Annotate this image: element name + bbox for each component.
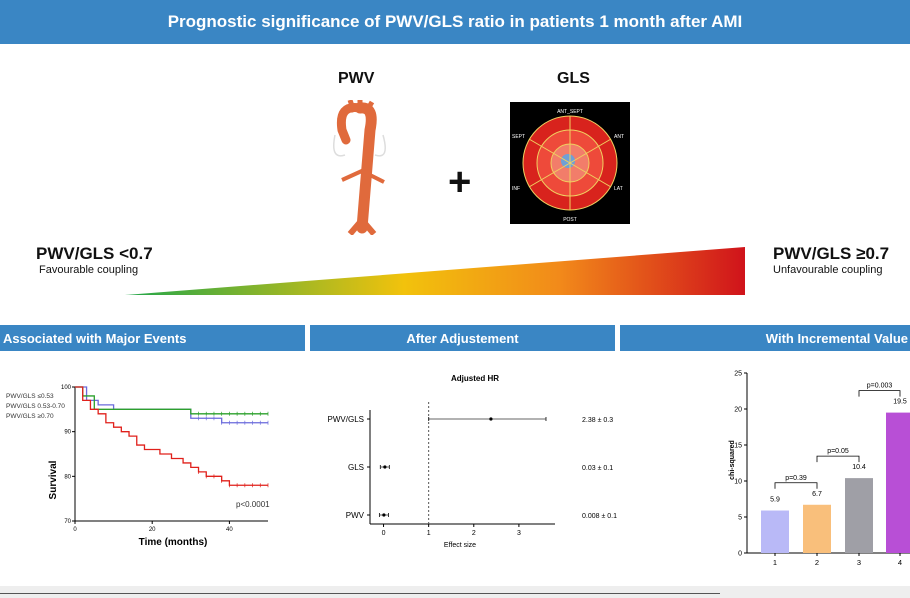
chi-squared-bar-chart: chi-squared 0 5 10 15 20 25 5.9 1 6.7 2 10.4 3 19.5 4… xyxy=(729,371,910,567)
section-bar-adjustment: After Adjustement xyxy=(310,325,615,351)
gls-bullseye-plot: ANT_SEPT ANT LAT POST INF SEPT xyxy=(510,102,630,224)
forest-value-label: 2.38 ± 0.3 xyxy=(582,417,613,424)
forest-x-tick-label: 1 xyxy=(427,530,431,537)
km-y-tick-label: 90 xyxy=(64,430,71,436)
km-y-tick-label: 70 xyxy=(64,519,71,525)
km-x-axis-label: Time (months) xyxy=(139,537,208,548)
bar-comparison-pvalue: p=0.05 xyxy=(827,448,849,455)
bar-y-axis-label: chi-squared xyxy=(729,440,736,480)
footer-divider xyxy=(0,593,720,594)
pwv-label: PWV xyxy=(338,70,375,87)
forest-x-axis-label: Effect size xyxy=(444,542,476,549)
coupling-gradient-wedge xyxy=(125,247,745,295)
forest-point-estimate xyxy=(489,417,493,421)
forest-x-tick-label: 2 xyxy=(472,530,476,537)
km-legend-item: PWV/GLS ≥0.70 xyxy=(6,413,54,420)
bullseye-label-ant: ANT xyxy=(614,134,624,140)
km-y-tick-label: 80 xyxy=(64,474,71,480)
unfavourable-ratio-subtitle: Unfavourable coupling xyxy=(773,264,883,276)
bar xyxy=(761,510,789,553)
bar-comparison-pvalue: p=0.39 xyxy=(785,475,807,482)
forest-row-label: PWV/GLS xyxy=(328,415,364,424)
bullseye-label-inf: INF xyxy=(512,186,520,192)
bar-y-tick-label: 0 xyxy=(738,551,742,558)
km-survival-chart: PWV/GLS ≤0.53 PWV/GLS 0.53-0.70 PWV/GLS … xyxy=(6,385,270,548)
bar-value-label: 6.7 xyxy=(812,491,822,498)
km-y-tick-label: 100 xyxy=(61,385,72,391)
bullseye-label-sept: SEPT xyxy=(512,134,525,140)
km-x-tick-label: 0 xyxy=(73,527,77,533)
forest-point-estimate xyxy=(382,513,386,517)
bar-comparison-bracket xyxy=(816,455,860,463)
unfavourable-ratio-block: PWV/GLS ≥0.7 Unfavourable coupling xyxy=(773,244,889,276)
bar-category-label: 2 xyxy=(815,558,819,567)
forest-x-tick-label: 3 xyxy=(517,530,521,537)
plus-sign: + xyxy=(448,160,472,204)
bar-y-tick-label: 10 xyxy=(734,479,742,486)
forest-x-tick-label: 0 xyxy=(382,530,386,537)
km-x-tick-label: 20 xyxy=(149,527,156,533)
km-p-value: p<0.0001 xyxy=(236,500,270,509)
bar-y-tick-label: 5 xyxy=(738,515,742,522)
bar-category-label: 4 xyxy=(898,558,902,567)
unfavourable-ratio-title: PWV/GLS ≥0.7 xyxy=(773,244,890,263)
bar-comparison-bracket xyxy=(858,390,901,397)
forest-title: Adjusted HR xyxy=(451,374,499,383)
forest-plot: Adjusted HR Effect size 0 1 2 3 PWV/GLS 2.38 … xyxy=(328,374,618,549)
title-banner: Prognostic significance of PWV/GLS ratio… xyxy=(0,0,910,44)
forest-row-label: GLS xyxy=(348,463,364,472)
bar-y-tick-label: 15 xyxy=(734,443,742,450)
section-label-major-events: Associated with Major Events xyxy=(3,330,187,346)
bar xyxy=(886,412,910,553)
bar xyxy=(803,504,831,553)
bar-value-label: 5.9 xyxy=(770,497,780,504)
bar-value-label: 10.4 xyxy=(852,464,866,471)
bar-comparison-pvalue: p=0.003 xyxy=(867,383,893,390)
page-title: Prognostic significance of PWV/GLS ratio… xyxy=(167,12,743,31)
section-bar-incremental: With Incremental Value xyxy=(620,325,910,351)
km-survival-curve xyxy=(75,386,268,424)
km-survival-curve xyxy=(75,386,268,486)
forest-value-label: 0.008 ± 0.1 xyxy=(582,513,617,520)
bar-y-tick-label: 20 xyxy=(734,407,742,414)
bar-value-label: 19.5 xyxy=(893,399,907,406)
km-y-axis-label: Survival xyxy=(48,460,59,499)
forest-value-label: 0.03 ± 0.1 xyxy=(582,465,613,472)
bar-category-label: 1 xyxy=(773,558,777,567)
favourable-ratio-subtitle: Favourable coupling xyxy=(39,264,139,276)
footer-band xyxy=(0,586,910,598)
forest-point-estimate xyxy=(383,465,387,469)
favourable-ratio-block: PWV/GLS <0.7 Favourable coupling xyxy=(36,244,153,276)
bullseye-label-lat: LAT xyxy=(614,186,623,192)
section-label-adjustment: After Adjustement xyxy=(406,330,519,346)
km-survival-curve xyxy=(75,386,268,415)
km-legend-item: PWV/GLS 0.53-0.70 xyxy=(6,403,65,410)
bar xyxy=(845,478,873,553)
bullseye-label-ant-sept: ANT_SEPT xyxy=(557,109,583,115)
aorta-illustration xyxy=(333,100,386,235)
favourable-ratio-title: PWV/GLS <0.7 xyxy=(36,244,153,263)
km-legend-item: PWV/GLS ≤0.53 xyxy=(6,393,54,400)
section-bar-major-events: Associated with Major Events xyxy=(0,325,305,351)
forest-row-label: PWV xyxy=(346,511,365,520)
section-label-incremental: With Incremental Value xyxy=(765,330,908,346)
bar-comparison-bracket xyxy=(774,482,818,489)
bullseye-label-post: POST xyxy=(563,217,577,223)
bar-category-label: 3 xyxy=(857,558,861,567)
bar-y-tick-label: 25 xyxy=(734,371,742,378)
gls-label: GLS xyxy=(557,70,590,87)
km-x-tick-label: 40 xyxy=(226,527,233,533)
